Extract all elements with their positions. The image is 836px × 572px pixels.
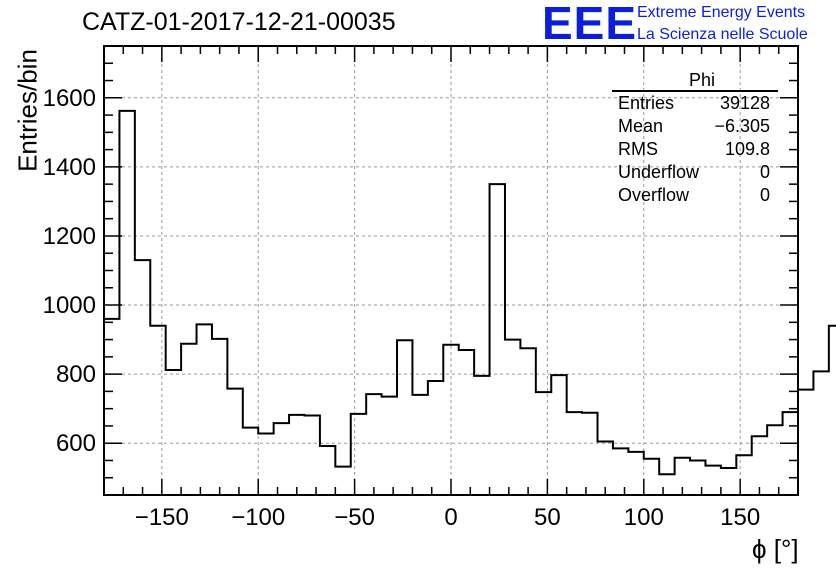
logo-line-2: La Scienza nelle Scuole <box>637 26 808 43</box>
tick-labels: −150 −100 −50 0 50 100 150 600 800 1000 1200 1400 16… <box>43 85 761 531</box>
stats-value: 109.8 <box>724 139 770 159</box>
stats-label: Mean <box>618 116 664 136</box>
y-tick-label: 1400 <box>43 154 96 181</box>
stats-box: Phi Entries 39128 Mean −6.305 RMS 109.8 Und… <box>612 70 778 207</box>
y-tick-label: 600 <box>56 430 96 457</box>
x-tick-label: 150 <box>720 504 760 531</box>
y-tick-label: 1200 <box>43 223 96 250</box>
stats-row-entries: Entries 39128 <box>612 92 778 115</box>
stats-row-underflow: Underflow 0 <box>612 161 778 184</box>
x-tick-label: 50 <box>534 504 561 531</box>
x-tick-label: −50 <box>334 504 375 531</box>
stats-value: 0 <box>759 185 770 205</box>
stats-label: Entries <box>618 93 675 113</box>
y-tick-label: 800 <box>56 361 96 388</box>
y-tick-label: 1000 <box>43 292 96 319</box>
grid-lines <box>104 46 798 495</box>
stats-value: −6.305 <box>714 116 770 136</box>
stats-row-mean: Mean −6.305 <box>612 115 778 138</box>
x-tick-label: 100 <box>624 504 664 531</box>
x-tick-label: −100 <box>231 504 285 531</box>
chart-title: CATZ-01-2017-12-21-00035 <box>82 8 396 36</box>
logo-line-1: Extreme Energy Events <box>637 4 806 21</box>
histogram-series <box>104 109 836 476</box>
stats-value: 39128 <box>719 93 770 113</box>
x-tick-label: −150 <box>135 504 189 531</box>
stats-value: 0 <box>759 162 770 182</box>
eee-logo: EEE <box>542 0 638 49</box>
x-tick-label: 0 <box>444 504 457 531</box>
y-tick-label: 1600 <box>43 85 96 112</box>
x-axis-label: ϕ [°] <box>752 534 799 564</box>
stats-label: Underflow <box>618 162 700 182</box>
axes <box>103 45 799 496</box>
stats-row-overflow: Overflow 0 <box>612 184 778 207</box>
stats-label: RMS <box>618 139 658 159</box>
stats-label: Overflow <box>618 185 690 205</box>
stats-title: Phi <box>612 70 778 92</box>
stats-row-rms: RMS 109.8 <box>612 138 778 161</box>
y-axis-label: Entries/bin <box>12 49 43 172</box>
